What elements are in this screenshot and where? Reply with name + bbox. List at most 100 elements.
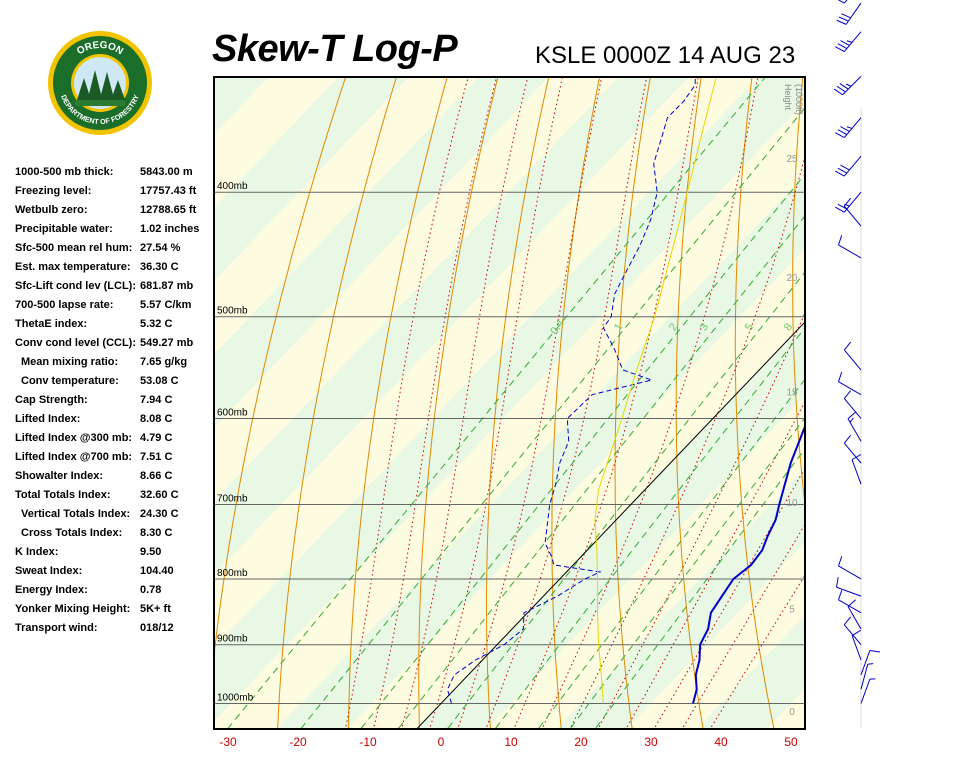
wind-barb-shaft	[843, 0, 848, 4]
wind-barb	[851, 454, 862, 485]
mixing-ratio-label: 8	[782, 321, 795, 333]
wind-barb	[838, 235, 862, 259]
wind-barb-shaft	[847, 418, 862, 442]
chart-title: Skew-T Log-P	[212, 28, 458, 70]
dry-adiabat	[486, 77, 550, 729]
wind-barb	[838, 589, 862, 614]
wind-barb-flag	[849, 417, 854, 423]
stat-value: 17757.43 ft	[140, 185, 197, 197]
stat-label: 700-500 lapse rate:	[15, 299, 114, 311]
wind-barb-flag	[840, 126, 850, 132]
moist-adiabat	[429, 77, 563, 729]
height-tick-label: 0	[789, 707, 795, 718]
stat-row: Showalter Index: 8.66 C	[15, 470, 225, 489]
isotherm-band	[214, 77, 339, 208]
wind-barb	[860, 663, 874, 690]
isotherm-band	[626, 542, 805, 729]
wind-barb	[847, 411, 862, 442]
stat-row: Transport wind: 018/12	[15, 622, 225, 641]
wind-barb	[851, 629, 862, 661]
moist-adiabat	[513, 77, 699, 729]
wind-barb-flag	[846, 126, 853, 129]
temperature-tick-label: 0	[438, 735, 445, 749]
stat-value: 32.60 C	[140, 489, 179, 501]
height-tick-label: 15	[786, 388, 798, 399]
wind-barb-flag	[847, 599, 856, 607]
wind-barb-flag	[843, 434, 852, 444]
wind-barb	[836, 2, 862, 25]
wind-barb-shaft	[836, 586, 862, 597]
isotherm-band	[214, 77, 759, 648]
wind-barb-flag	[837, 0, 845, 4]
dry-adiabat	[214, 77, 347, 660]
wind-barb-shaft	[843, 624, 862, 646]
wind-barb	[835, 155, 862, 177]
dry-adiabat	[277, 77, 397, 729]
wind-barb-shaft	[838, 565, 862, 580]
wind-barb-flag	[835, 206, 845, 213]
stat-value: 8.08 C	[140, 413, 173, 425]
wind-barb	[843, 341, 862, 371]
dry-adiabat	[348, 77, 448, 729]
stat-value: 7.94 C	[140, 394, 173, 406]
height-tick-label: 20	[786, 273, 798, 284]
stat-value: 8.30 C	[140, 527, 173, 539]
isobar-label: 700mb	[217, 493, 248, 504]
wind-barb-shaft	[843, 31, 862, 52]
wind-barb	[837, 0, 848, 4]
stat-label: Yonker Mixing Height:	[15, 603, 131, 615]
wind-barb	[836, 577, 862, 597]
temperature-tick-label: 20	[574, 735, 588, 749]
wind-barb-flag	[835, 132, 845, 139]
dry-adiabat	[551, 77, 601, 729]
stat-label: 1000-500 mb thick:	[15, 166, 114, 178]
isotherm-band	[766, 688, 805, 729]
stat-row: ThetaE index: 5.32 C	[15, 318, 225, 337]
wind-barb-flag	[836, 577, 839, 588]
sounding-indices-panel: 1000-500 mb thick: 5843.00 m Freezing leve…	[15, 166, 225, 641]
wind-barb-shaft	[843, 117, 862, 138]
dry-adiabat	[614, 77, 651, 729]
stat-row: 1000-500 mb thick: 5843.00 m	[15, 166, 225, 185]
wind-barb-shaft	[843, 398, 862, 419]
wind-barb	[835, 191, 862, 213]
temperature-tick-label: 40	[714, 735, 728, 749]
stat-label: Mean mixing ratio:	[21, 356, 119, 368]
stat-value: 5843.00 m	[140, 166, 193, 178]
stat-row: Lifted Index @300 mb: 4.79 C	[15, 432, 225, 451]
stat-label: Energy Index:	[15, 584, 88, 596]
temperature-tick-label: -20	[289, 735, 307, 749]
stat-row: Precipitable water: 1.02 inches	[15, 223, 225, 242]
height-tick-label: 5	[789, 604, 795, 615]
wind-barb-flag	[843, 616, 852, 626]
stat-row: Freezing level: 17757.43 ft	[15, 185, 225, 204]
stat-row: 700-500 lapse rate: 5.57 C/km	[15, 299, 225, 318]
wind-barb-shaft	[860, 664, 869, 690]
wind-barb-flag	[840, 40, 850, 46]
wind-barb-flag	[846, 40, 853, 43]
stat-label: Conv temperature:	[21, 375, 119, 387]
wind-barb-flag	[835, 170, 845, 177]
wind-barb-flag	[833, 88, 843, 96]
stat-value: 104.40	[140, 565, 174, 577]
stat-label: K Index:	[15, 546, 59, 558]
moist-adiabat	[541, 77, 759, 729]
stat-value: 36.30 C	[140, 261, 179, 273]
wind-barb-shaft	[838, 381, 862, 396]
station-time-label: KSLE 0000Z 14 AUG 23	[535, 42, 796, 69]
wind-barb-flag	[838, 589, 843, 600]
isobar-label: 800mb	[217, 568, 248, 579]
stat-row: Lifted Index: 8.08 C	[15, 413, 225, 432]
wind-barb-flag	[838, 371, 843, 382]
wind-barb	[838, 371, 862, 396]
stat-label: Total Totals Index:	[15, 489, 111, 501]
wind-barb-shaft	[860, 650, 871, 676]
wind-barb-flag	[869, 649, 881, 653]
wind-barb-flag	[838, 16, 849, 22]
wind-barb	[860, 678, 876, 704]
stat-row: Sfc-500 mean rel hum: 27.54 %	[15, 242, 225, 261]
svg-text:OREGON: OREGON	[75, 40, 125, 57]
stat-value: 9.50	[140, 546, 162, 558]
isobar-label: 600mb	[217, 407, 248, 418]
